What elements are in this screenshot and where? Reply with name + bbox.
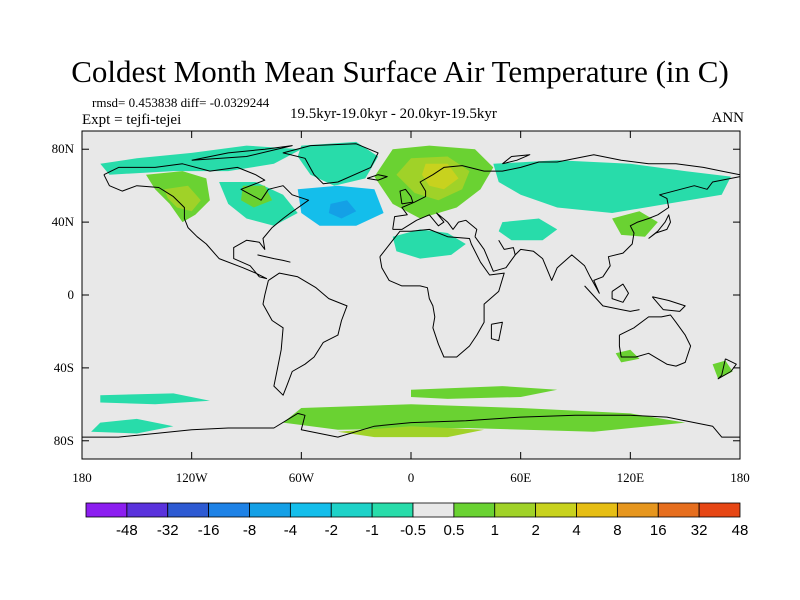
colorbar-swatch [289,502,332,518]
colorbar-swatch [453,502,496,518]
colorbar-label: -2 [325,522,338,539]
lon-tick-label: 120E [617,470,645,485]
coastline-madagascar [490,321,503,342]
lon-tick-label: 0 [408,470,415,485]
colorbar-swatch [371,502,414,518]
colorbar: -48 -32 -16 -8 -4 -2 -1 -0.5 0.5 1 2 4 8 16 32 48 [85,502,749,539]
anomaly-region-southern-ocean-band [411,386,558,399]
colorbar-label: -8 [243,522,256,539]
lon-tick-label: 60E [510,470,531,485]
colorbar-swatch [85,502,128,518]
experiment-label: Expt = tejfi-tejei [82,112,182,128]
anomaly-region-north-america-core [164,185,201,212]
lon-tick-label: 180 [72,470,92,485]
coastline-svalbard-novaya [502,154,531,165]
coastline-asia-south [474,176,740,294]
lon-tick-label: 180 [730,470,750,485]
anomaly-region-antarctic-blue [91,418,174,434]
colorbar-label: -4 [284,522,297,539]
colorbar-label: -32 [157,522,179,539]
coastline-caribbean [257,254,291,263]
lat-tick-label: 0 [68,287,75,302]
colorbar-label: 32 [691,522,708,539]
colorbar-swatch [208,502,250,518]
coastline-borneo [611,283,629,303]
lat-tick-label: 80N [52,141,75,156]
anomaly-region-siberia [493,160,731,213]
anomaly-region-greenland [297,141,379,186]
colorbar-label: -16 [198,522,220,539]
anomaly-region-hudson-green [241,185,273,208]
stats-text: rmsd= 0.453838 diff= -0.0329244 [92,95,270,110]
colorbar-swatch [126,502,169,518]
coastline-new-zealand [717,358,737,380]
lon-tick-label: 120W [176,470,209,485]
coastline-europe-south [392,212,478,237]
season-label: ANN [711,110,745,126]
coastline-uk [399,188,414,205]
coastline-south-america [262,272,348,396]
anomaly-region-antarctic-inner [337,426,485,438]
colorbar-swatch [330,502,373,518]
colorbar-label: 4 [572,522,580,539]
coastline-new-guinea [651,296,686,312]
colorbar-label: 16 [650,522,667,539]
coastline-arabia-gulf [498,240,516,256]
coastlines [82,143,740,438]
axis-ticks: 80N 40N 0 40S 80S 180 120W 60W 0 60E 120E 180 [52,131,750,485]
coastline-australia [618,314,692,367]
colorbar-swatch [412,502,455,518]
coastline-indonesia [584,285,640,312]
colorbar-label: 2 [531,522,539,539]
colorbar-swatch [167,502,210,518]
coastline-africa [379,228,505,358]
lat-tick-label: 40N [52,214,75,229]
lat-tick-label: 40S [54,360,74,375]
colorbar-label: -0.5 [400,522,426,539]
coastline-iceland [366,174,388,181]
colorbar-swatch [698,502,741,518]
colorbar-label: 8 [613,522,621,539]
coastline-japan [648,214,671,239]
colorbar-swatch [576,502,618,518]
anomaly-region-central-asia [498,218,558,241]
colorbar-swatch [616,502,659,518]
lat-tick-label: 80S [54,433,74,448]
colorbar-label: 48 [732,522,749,539]
colorbar-label: -1 [365,522,378,539]
colorbar-label: -48 [116,522,138,539]
coastline-arctic-islands [191,145,293,161]
chart-title: Coldest Month Mean Surface Air Temperatu… [71,54,729,89]
anomaly-region-scandinavia-hot [422,163,459,190]
coastline-eurasia-north [392,154,740,230]
coastline-antarctica [82,412,740,438]
colorbar-swatch [535,502,577,518]
anomaly-region-north-atlantic-core [328,200,357,219]
anomaly-region-australia-sw [615,349,640,363]
colorbar-swatch [249,502,291,518]
period-label: 19.5kyr-19.0kyr - 20.0kyr-19.5kyr [290,106,497,122]
colorbar-label: 1 [491,522,499,539]
colorbar-swatch [494,502,537,518]
anomaly-region-south-pacific [100,393,210,405]
lon-tick-label: 60W [289,470,315,485]
colorbar-swatch [657,502,700,518]
coastline-north-america [103,163,310,280]
coastline-greenland [282,143,379,185]
colorbar-label: 0.5 [443,522,464,539]
